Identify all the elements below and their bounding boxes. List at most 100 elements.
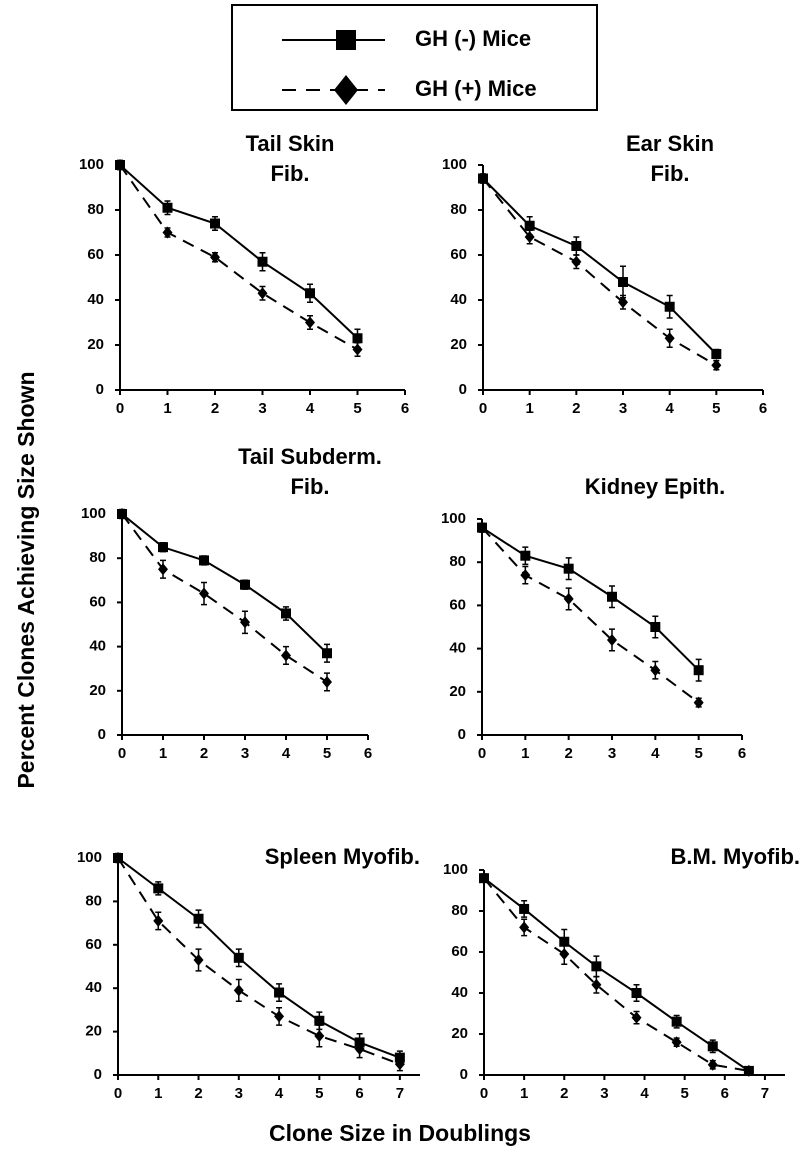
series-line — [117, 857, 401, 1059]
y-tick-label: 20 — [87, 336, 104, 353]
series-line — [119, 164, 358, 351]
panel-title: Spleen Myofib. — [265, 844, 420, 869]
marker — [571, 255, 582, 268]
y-tick-label: 40 — [450, 291, 467, 308]
panel-title: Kidney Epith. — [585, 474, 726, 499]
marker — [233, 952, 244, 963]
x-tick-label: 0 — [480, 1085, 488, 1102]
y-tick-label: 40 — [449, 640, 466, 657]
y-tick-label: 40 — [85, 979, 102, 996]
series-line — [117, 857, 401, 1066]
y-tick-label: 100 — [441, 510, 466, 527]
y-tick-label: 20 — [89, 682, 106, 699]
marker — [650, 664, 661, 677]
y-tick-label: 80 — [87, 201, 104, 218]
x-tick-label: 0 — [114, 1085, 122, 1102]
marker — [257, 256, 268, 267]
x-tick-label: 5 — [712, 400, 720, 417]
x-tick-label: 1 — [154, 1085, 162, 1102]
marker — [607, 591, 617, 602]
y-tick-label: 0 — [459, 381, 467, 398]
x-tick-label: 4 — [306, 400, 315, 417]
marker — [743, 1064, 754, 1077]
marker — [274, 1010, 285, 1023]
x-tick-label: 1 — [520, 1085, 528, 1102]
y-tick-label: 80 — [450, 201, 467, 218]
x-tick-label: 5 — [353, 400, 361, 417]
marker — [524, 220, 535, 231]
x-tick-label: 3 — [619, 400, 627, 417]
marker — [305, 288, 315, 299]
x-tick-label: 0 — [118, 745, 126, 762]
marker — [519, 903, 530, 914]
y-tick-label: 40 — [87, 291, 104, 308]
x-tick-label: 1 — [525, 400, 533, 417]
marker — [314, 1015, 325, 1026]
marker — [711, 359, 722, 372]
marker — [479, 872, 489, 885]
marker — [274, 987, 285, 998]
marker — [618, 277, 628, 287]
x-tick-label: 3 — [608, 745, 616, 762]
x-tick-label: 0 — [479, 400, 487, 417]
panel-title: Fib. — [650, 161, 689, 186]
marker — [707, 1041, 718, 1052]
x-tick-label: 2 — [200, 745, 208, 762]
marker — [394, 1052, 405, 1063]
y-tick-label: 80 — [449, 553, 466, 570]
marker — [591, 961, 602, 972]
marker — [607, 633, 617, 646]
marker — [240, 616, 250, 629]
legend-marker — [334, 75, 358, 105]
y-axis-label: Percent Clones Achieving Size Shown — [13, 371, 39, 788]
marker — [477, 521, 487, 534]
legend-marker — [336, 30, 356, 50]
marker — [631, 988, 642, 998]
marker — [233, 984, 244, 997]
legend-box — [231, 4, 598, 111]
marker — [352, 333, 363, 344]
marker — [671, 1036, 682, 1049]
marker — [354, 1037, 365, 1048]
marker — [314, 1029, 325, 1042]
marker — [671, 1016, 682, 1027]
marker — [563, 563, 574, 574]
marker — [162, 202, 173, 213]
y-tick-label: 60 — [85, 936, 102, 953]
series-line — [119, 164, 359, 339]
legend-label: GH (+) Mice — [415, 76, 537, 101]
series-line — [121, 513, 328, 683]
series-line — [482, 177, 717, 367]
y-tick-label: 0 — [460, 1066, 468, 1083]
marker — [322, 648, 332, 659]
y-tick-label: 60 — [89, 593, 106, 610]
panel: B.M. Myofib. 0 20 40 60 80 100 0 1 2 3 4 5 6 7 — [443, 844, 800, 1102]
marker — [650, 622, 661, 632]
y-tick-label: 100 — [442, 156, 467, 173]
marker — [559, 948, 570, 961]
marker — [210, 251, 220, 264]
marker — [394, 1058, 405, 1071]
panel-title: Tail Subderm. — [238, 444, 382, 469]
y-tick-label: 0 — [96, 381, 104, 398]
marker — [305, 316, 315, 329]
x-tick-label: 6 — [738, 745, 746, 762]
x-tick-label: 6 — [355, 1085, 363, 1102]
y-tick-label: 100 — [79, 156, 104, 173]
y-tick-label: 100 — [77, 849, 102, 866]
series-line — [481, 526, 700, 704]
x-tick-label: 3 — [241, 745, 249, 762]
marker — [519, 921, 530, 934]
marker — [707, 1058, 718, 1071]
marker — [281, 608, 291, 619]
y-tick-label: 0 — [458, 726, 466, 743]
marker — [257, 287, 268, 300]
y-tick-label: 80 — [451, 902, 468, 919]
panel-title: B.M. Myofib. — [670, 844, 800, 869]
y-tick-label: 80 — [85, 892, 102, 909]
marker — [240, 579, 250, 590]
x-tick-label: 4 — [282, 745, 291, 762]
marker — [520, 569, 531, 582]
x-tick-label: 2 — [211, 400, 219, 417]
marker — [711, 349, 722, 359]
